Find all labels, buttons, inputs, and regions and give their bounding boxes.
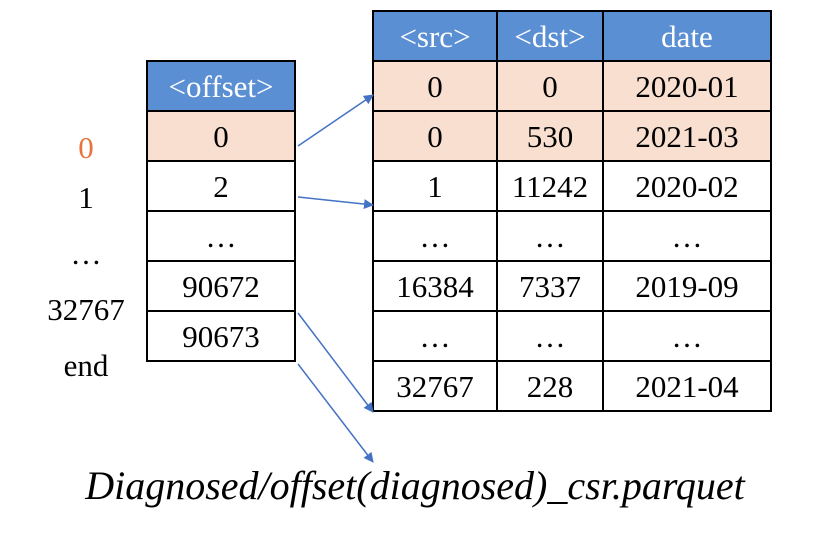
dst-cell: 0 (496, 60, 604, 112)
table-row: 1 11242 2020-02 (372, 160, 772, 212)
offset-row-label-1: 1 (78, 180, 94, 215)
table-row: 0 0 2020-01 (372, 60, 772, 112)
column-header-dst: <dst> (496, 10, 604, 62)
column-header-date: date (602, 10, 772, 62)
offset-table: <offset> 0 2 … 90672 90673 (146, 60, 296, 362)
table-row: … … … (372, 210, 772, 262)
src-cell: 0 (372, 60, 498, 112)
date-cell: 2021-03 (602, 110, 772, 162)
dst-cell: 7337 (496, 260, 604, 312)
date-cell: 2020-01 (602, 60, 772, 112)
date-cell: … (602, 310, 772, 362)
column-header-src: <src> (372, 10, 498, 62)
table-row: 32767 228 2021-04 (372, 360, 772, 412)
arrow-offset-32767 (297, 312, 374, 413)
offset-cell: 90672 (146, 260, 296, 312)
offset-row-label-0: 0 (78, 130, 94, 165)
file-path-caption: Diagnosed/offset(diagnosed)_csr.parquet (85, 463, 745, 508)
src-cell: 16384 (372, 260, 498, 312)
table-row: 16384 7337 2019-09 (372, 260, 772, 312)
date-cell: 2019-09 (602, 260, 772, 312)
offset-cell: … (146, 210, 296, 262)
src-cell: 1 (372, 160, 498, 212)
offset-header: <offset> (146, 60, 296, 112)
dst-cell: 530 (496, 110, 604, 162)
date-cell: 2020-02 (602, 160, 772, 212)
date-cell: 2021-04 (602, 360, 772, 412)
dst-cell: … (496, 210, 604, 262)
table-row: … … … (372, 310, 772, 362)
offset-cell: 90673 (146, 310, 296, 362)
offset-row-label-ellipsis: … (70, 236, 102, 271)
src-cell: … (372, 310, 498, 362)
dst-cell: 11242 (496, 160, 604, 212)
src-cell: 32767 (372, 360, 498, 412)
offset-cell: 0 (146, 110, 296, 162)
table-row: 0 530 2021-03 (372, 110, 772, 162)
offset-row-label-32767: 32767 (47, 292, 125, 327)
src-cell: … (372, 210, 498, 262)
offset-cell: 2 (146, 160, 296, 212)
src-cell: 0 (372, 110, 498, 162)
csr-table: <src> <dst> date 0 0 2020-01 0 530 2021-… (372, 10, 772, 412)
arrow-offset-1 (297, 196, 374, 210)
dst-cell: … (496, 310, 604, 362)
date-cell: … (602, 210, 772, 262)
offset-row-label-end: end (63, 348, 109, 383)
dst-cell: 228 (496, 360, 604, 412)
arrow-offset-0 (297, 94, 374, 147)
arrow-offset-end (297, 363, 374, 463)
